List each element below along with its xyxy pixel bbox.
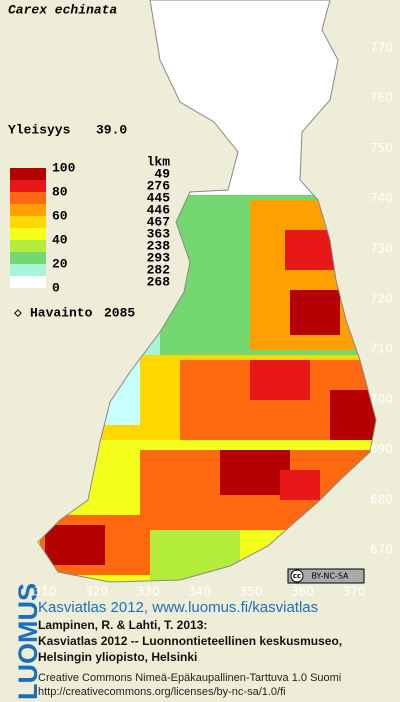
- y-tick-label: 680: [370, 492, 393, 506]
- legend-count: 238: [147, 238, 171, 253]
- y-tick-label: 720: [370, 292, 393, 306]
- y-tick-label: 750: [370, 141, 393, 155]
- credits-line: Lampinen, R. & Lahti, T. 2013:: [38, 618, 207, 632]
- legend-scale-label: 20: [52, 256, 68, 271]
- legend-count: 293: [147, 250, 171, 265]
- species-title: Carex echinata: [8, 2, 117, 17]
- frequency-label: Yleisyys: [8, 122, 71, 137]
- legend-swatch: [10, 168, 46, 180]
- legend-count: 363: [147, 226, 171, 241]
- y-tick-label: 730: [370, 241, 393, 255]
- y-tick-label: 700: [370, 392, 393, 406]
- observation-symbol: ◇: [14, 305, 22, 320]
- x-tick-label: 320: [85, 585, 108, 599]
- legend-scale-label: 40: [52, 232, 68, 247]
- x-tick-label: 360: [291, 585, 314, 599]
- legend-swatch: [10, 216, 46, 228]
- legend-swatch: [10, 240, 46, 252]
- observation-label: Havainto: [30, 305, 93, 320]
- license-line: Creative Commons Nimeä-Epäkaupallinen-Ta…: [38, 672, 341, 684]
- x-tick-label: 370: [343, 585, 366, 599]
- legend-swatch: [10, 192, 46, 204]
- badge-text: BY-NC-SA: [311, 572, 349, 581]
- legend-swatch: [10, 252, 46, 264]
- legend-scale-label: 0: [52, 280, 60, 295]
- y-tick-label: 770: [370, 41, 393, 55]
- legend-swatch: [10, 228, 46, 240]
- map: [38, 0, 376, 582]
- legend-swatch: [10, 264, 46, 276]
- y-tick-label: 760: [370, 91, 393, 105]
- legend-count: 446: [147, 202, 171, 217]
- legend-count: 268: [147, 274, 171, 289]
- credits-heading: Kasviatlas 2012, www.luomus.fi/kasviatla…: [38, 599, 318, 616]
- x-tick-label: 330: [137, 585, 160, 599]
- x-tick-label: 340: [188, 585, 211, 599]
- legend-swatch: [10, 276, 46, 288]
- badge-cc: cc: [293, 572, 301, 580]
- legend-scale-label: 80: [52, 184, 68, 199]
- frequency-value: 39.0: [96, 122, 127, 137]
- legend-count: 276: [147, 178, 171, 193]
- logo: LUOMUS: [13, 583, 43, 700]
- legend-count: 445: [147, 190, 171, 205]
- x-tick-label: 310: [34, 585, 57, 599]
- legend-scale-label: 60: [52, 208, 68, 223]
- y-tick-label: 690: [370, 442, 393, 456]
- legend-count: 282: [147, 262, 171, 277]
- y-tick-label: 710: [370, 342, 393, 356]
- count-header: lkm: [147, 154, 171, 169]
- x-tick-label: 350: [240, 585, 263, 599]
- credits-line: Kasviatlas 2012 -- Luonnontieteellinen k…: [38, 634, 342, 648]
- y-tick-label: 740: [370, 191, 393, 205]
- observation-value: 2085: [104, 305, 135, 320]
- legend-count: 49: [154, 166, 170, 181]
- license-badge: cc BY-NC-SA: [287, 568, 365, 584]
- credits-line: Helsingin yliopisto, Helsinki: [38, 650, 197, 664]
- legend-swatch: [10, 180, 46, 192]
- y-tick-label: 670: [370, 543, 393, 557]
- legend-swatch: [10, 204, 46, 216]
- legend-scale-label: 100: [52, 160, 76, 175]
- legend-count: 467: [147, 214, 170, 229]
- map-outline: [37, 0, 377, 583]
- license-line: http://creativecommons.org/licenses/by-n…: [38, 686, 286, 698]
